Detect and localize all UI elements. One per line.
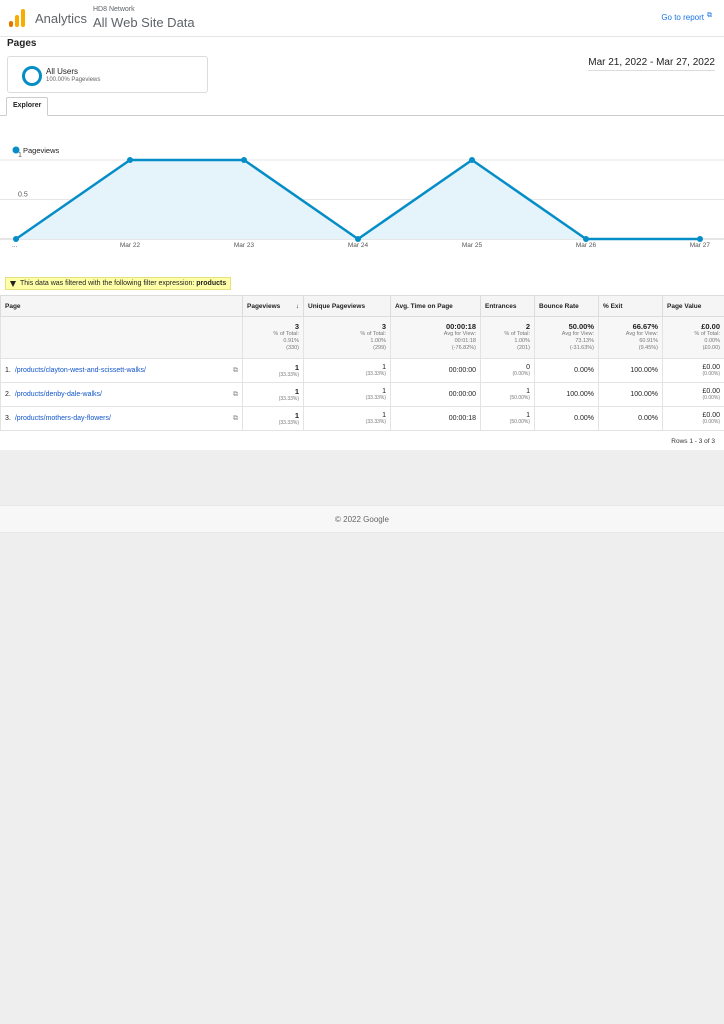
pageviews-cell: 1 (33.33%) <box>242 358 304 383</box>
data-point <box>583 236 589 242</box>
total-value: £0.00% of Total: 0.00% (£0.00) <box>662 316 724 359</box>
page-cell: 2./products/denby-dale-walks/⧉ <box>0 382 243 407</box>
total-bounce: 50.00% Avg for View: 73.13% (-31.63%) <box>534 316 599 359</box>
value-cell: £0.00 (0.00%) <box>662 358 724 383</box>
column-header-exit[interactable]: % Exit <box>598 295 663 317</box>
unique-cell: 1 (33.33%) <box>303 406 391 431</box>
series-area <box>16 160 700 239</box>
x-tick-label: Mar 22 <box>120 242 141 249</box>
open-page-icon[interactable]: ⧉ <box>233 366 238 374</box>
filter-notice: This data was filtered with the followin… <box>5 277 232 290</box>
date-range-picker[interactable]: Mar 21, 2022 - Mar 27, 2022 <box>588 57 715 71</box>
external-link-icon[interactable]: ⧉ <box>707 12 712 19</box>
pageviews-chart: 1 0.5... Mar 22 Mar 23 Mar 24 Mar 25 Mar 26 Mar… <box>0 146 724 249</box>
entrances-cell: 1 (50.00%) <box>480 406 535 431</box>
entrances-cell: 1 (50.00%) <box>480 382 535 407</box>
total-pageviews: 3% of Total: 0.91% (330) <box>242 316 304 359</box>
page-link[interactable]: /products/mothers-day-flowers/ <box>14 414 111 422</box>
y-tick-label: 0.5 <box>18 192 28 199</box>
data-point <box>241 157 247 163</box>
x-tick-label: Mar 25 <box>462 242 483 249</box>
column-header-unique[interactable]: Unique Pageviews <box>303 295 391 317</box>
exit-cell: 100.00% <box>598 382 663 407</box>
column-header-entrances[interactable]: Entrances <box>480 295 535 317</box>
x-tick-label: Mar 27 <box>690 242 711 249</box>
header: Analytics HD8 Network All Web Site Data … <box>0 0 724 37</box>
unique-cell: 1 (33.33%) <box>303 358 391 383</box>
avgtime-cell: 00:00:18 <box>390 406 481 431</box>
bounce-cell: 100.00% <box>534 382 599 407</box>
column-header-value[interactable]: Page Value <box>662 295 724 317</box>
analytics-logo-icon <box>9 9 25 27</box>
data-point <box>469 157 475 163</box>
page-title: Pages <box>7 38 37 49</box>
total-unique: 3% of Total: 1.00% (299) <box>303 316 391 359</box>
bounce-cell: 0.00% <box>534 358 599 383</box>
unique-cell: 1 (33.33%) <box>303 382 391 407</box>
table-row: 2./products/denby-dale-walks/⧉ 1 (33.33%)… <box>0 382 724 407</box>
entrances-cell: 0 (0.00%) <box>480 358 535 383</box>
filter-text: This data was filtered with the followin… <box>20 280 195 287</box>
data-point <box>355 236 361 242</box>
avgtime-cell: 00:00:00 <box>390 382 481 407</box>
page-link[interactable]: /products/denby-dale-walks/ <box>14 390 102 398</box>
data-point <box>697 236 703 242</box>
y-tick-label: 1 <box>18 152 22 159</box>
go-to-report-link[interactable]: Go to report <box>661 13 704 22</box>
total-entrances: 2% of Total: 1.00% (201) <box>480 316 535 359</box>
segment-name: All Users <box>46 67 79 76</box>
totals-label-cell <box>0 316 243 359</box>
table-row: 3./products/mothers-day-flowers/⧉ 1 (33.3… <box>0 406 724 431</box>
column-header-pageviews[interactable]: Pageviews ↓ <box>242 295 304 317</box>
page-link[interactable]: /products/clayton-west-and-scissett-walk… <box>14 366 146 374</box>
total-avgtime: 00:00:18 Avg for View: 00:01:18 (-76.82%) <box>390 316 481 359</box>
avgtime-cell: 00:00:00 <box>390 358 481 383</box>
filter-icon <box>10 281 16 287</box>
open-page-icon[interactable]: ⧉ <box>233 414 238 422</box>
column-header-avgtime[interactable]: Avg. Time on Page <box>390 295 481 317</box>
page-cell: 1./products/clayton-west-and-scissett-wa… <box>0 358 243 383</box>
column-header-page[interactable]: Page <box>0 295 243 317</box>
copyright: © 2022 Google <box>335 515 389 524</box>
exit-cell: 0.00% <box>598 406 663 431</box>
bounce-cell: 0.00% <box>534 406 599 431</box>
exit-cell: 100.00% <box>598 358 663 383</box>
rows-info: Rows 1 - 3 of 3 <box>671 438 715 445</box>
app-name: Analytics <box>35 11 88 26</box>
account-name: HD8 Network <box>93 6 135 13</box>
value-cell: £0.00 (0.00%) <box>662 406 724 431</box>
segment-card[interactable]: All Users 100.00% Pageviews <box>7 56 208 93</box>
filter-expression: products <box>196 280 227 287</box>
segment-subtitle: 100.00% Pageviews <box>46 77 101 83</box>
totals-row: 3% of Total: 0.91% (330) 3% of Total: 1.00%… <box>0 316 724 359</box>
x-tick-label: Mar 23 <box>234 242 255 249</box>
pageviews-header-label: Pageviews <box>247 302 281 310</box>
total-exit: 66.67% Avg for View: 60.91% (9.45%) <box>598 316 663 359</box>
footer: © 2022 Google <box>0 505 724 533</box>
pageviews-cell: 1 (33.33%) <box>242 382 304 407</box>
legend-dot <box>12 146 20 154</box>
page-cell: 3./products/mothers-day-flowers/⧉ <box>0 406 243 431</box>
x-tick-label: Mar 24 <box>348 242 369 249</box>
tab-explorer[interactable]: Explorer <box>6 97 49 116</box>
table-row: 1./products/clayton-west-and-scissett-wa… <box>0 358 724 383</box>
segment-circle-icon <box>22 66 42 86</box>
data-table: Page Pageviews ↓ Unique Pageviews Avg. Ti… <box>0 295 724 431</box>
data-point <box>127 157 133 163</box>
pageviews-cell: 1 (33.33%) <box>242 406 304 431</box>
x-tick-label: ... <box>12 242 18 249</box>
tab-bar: Explorer <box>0 97 724 116</box>
legend-label: Pageviews <box>23 146 60 155</box>
open-page-icon[interactable]: ⧉ <box>233 390 238 398</box>
column-header-bounce[interactable]: Bounce Rate <box>534 295 599 317</box>
data-point <box>13 236 19 242</box>
property-name: All Web Site Data <box>93 15 195 30</box>
x-tick-label: Mar 26 <box>576 242 597 249</box>
sort-desc-icon: ↓ <box>295 302 299 310</box>
value-cell: £0.00 (0.00%) <box>662 382 724 407</box>
